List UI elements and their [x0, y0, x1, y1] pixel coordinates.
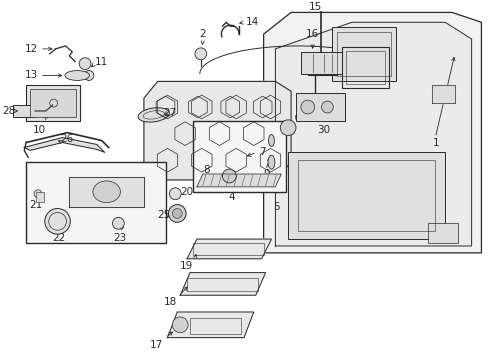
- Bar: [287, 152, 444, 239]
- Bar: [346, 51, 385, 84]
- Text: 18: 18: [163, 297, 177, 307]
- Circle shape: [172, 208, 182, 219]
- Circle shape: [169, 188, 181, 200]
- Bar: [337, 32, 390, 76]
- Text: 15: 15: [308, 3, 322, 12]
- Bar: [332, 27, 395, 81]
- Text: 29: 29: [316, 98, 329, 108]
- Polygon shape: [275, 22, 470, 246]
- Polygon shape: [143, 81, 290, 180]
- Text: 23: 23: [113, 233, 126, 243]
- Circle shape: [168, 204, 186, 222]
- Bar: [30, 89, 76, 117]
- Text: 22: 22: [52, 233, 65, 243]
- Circle shape: [195, 48, 206, 60]
- Bar: [297, 160, 434, 231]
- Text: 26: 26: [61, 135, 74, 144]
- Bar: [26, 85, 80, 121]
- Text: 1: 1: [431, 138, 438, 148]
- Circle shape: [34, 190, 42, 198]
- Ellipse shape: [321, 101, 333, 113]
- Ellipse shape: [93, 181, 120, 203]
- Text: 13: 13: [25, 71, 38, 81]
- Text: 11: 11: [95, 57, 108, 67]
- Text: 5: 5: [272, 202, 279, 212]
- Text: 27: 27: [163, 108, 177, 118]
- Ellipse shape: [138, 108, 169, 122]
- Text: 9: 9: [263, 169, 270, 179]
- Bar: [295, 93, 345, 121]
- Text: 25: 25: [157, 211, 170, 220]
- Text: 16: 16: [305, 29, 319, 39]
- Text: 7: 7: [258, 147, 265, 157]
- Ellipse shape: [267, 155, 274, 169]
- Bar: [13, 105, 35, 117]
- Ellipse shape: [300, 100, 314, 114]
- Text: 21: 21: [30, 200, 43, 210]
- Bar: [190, 318, 241, 334]
- Ellipse shape: [268, 135, 274, 147]
- Polygon shape: [167, 312, 253, 338]
- Text: 3: 3: [361, 71, 367, 81]
- Circle shape: [112, 217, 124, 229]
- Polygon shape: [180, 273, 265, 295]
- Circle shape: [172, 317, 188, 333]
- Text: 10: 10: [33, 125, 46, 135]
- Bar: [193, 121, 285, 192]
- Polygon shape: [69, 177, 143, 207]
- Text: 19: 19: [180, 261, 193, 271]
- Polygon shape: [187, 239, 271, 259]
- Bar: [300, 52, 342, 73]
- Polygon shape: [24, 138, 104, 152]
- Text: 8: 8: [203, 165, 209, 175]
- Bar: [193, 243, 263, 255]
- Text: 17: 17: [150, 339, 163, 350]
- Circle shape: [84, 71, 94, 80]
- Polygon shape: [431, 85, 454, 103]
- Circle shape: [79, 58, 91, 69]
- Text: 20: 20: [180, 187, 193, 197]
- Circle shape: [45, 208, 70, 234]
- Bar: [342, 47, 388, 88]
- Text: 2: 2: [199, 29, 205, 39]
- Bar: [36, 192, 44, 202]
- Circle shape: [222, 169, 236, 183]
- Bar: [187, 278, 257, 291]
- Ellipse shape: [65, 71, 89, 80]
- Text: 14: 14: [245, 17, 259, 27]
- Polygon shape: [197, 174, 281, 187]
- Text: 28: 28: [2, 106, 15, 116]
- Text: 24: 24: [120, 182, 133, 192]
- Text: 30: 30: [317, 125, 330, 135]
- Bar: [427, 223, 457, 243]
- Circle shape: [280, 120, 295, 136]
- Text: 6: 6: [294, 110, 301, 120]
- Polygon shape: [263, 12, 481, 253]
- Bar: [26, 162, 165, 243]
- Text: 12: 12: [25, 44, 38, 54]
- Text: 4: 4: [228, 192, 235, 202]
